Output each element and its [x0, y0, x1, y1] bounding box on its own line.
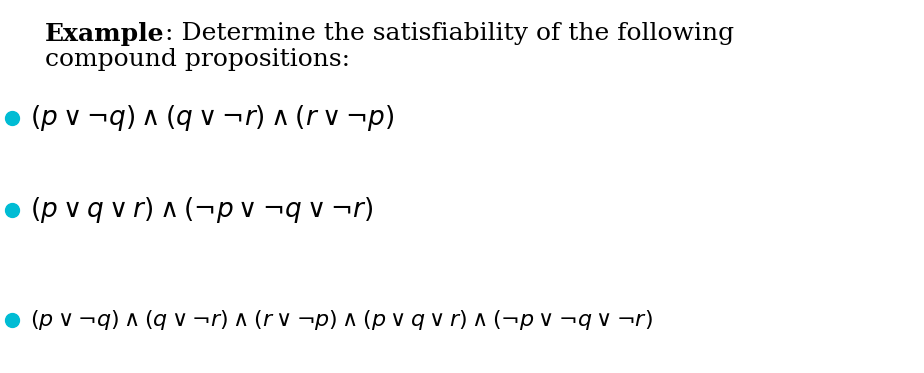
Text: $(p \vee \neg q) \wedge (q \vee \neg r) \wedge (r \vee \neg p)$: $(p \vee \neg q) \wedge (q \vee \neg r) …: [30, 103, 395, 133]
Text: $(p \vee \neg q) \wedge (q \vee \neg r) \wedge (r \vee \neg p) \wedge (p \vee q : $(p \vee \neg q) \wedge (q \vee \neg r) …: [30, 308, 652, 332]
Text: compound propositions:: compound propositions:: [45, 48, 350, 71]
Text: $(p \vee q \vee r) \wedge (\neg p \vee \neg q \vee \neg r)$: $(p \vee q \vee r) \wedge (\neg p \vee \…: [30, 195, 373, 225]
Text: : Determine the satisfiability of the following: : Determine the satisfiability of the fo…: [164, 22, 734, 45]
Text: Example: Example: [45, 22, 164, 46]
